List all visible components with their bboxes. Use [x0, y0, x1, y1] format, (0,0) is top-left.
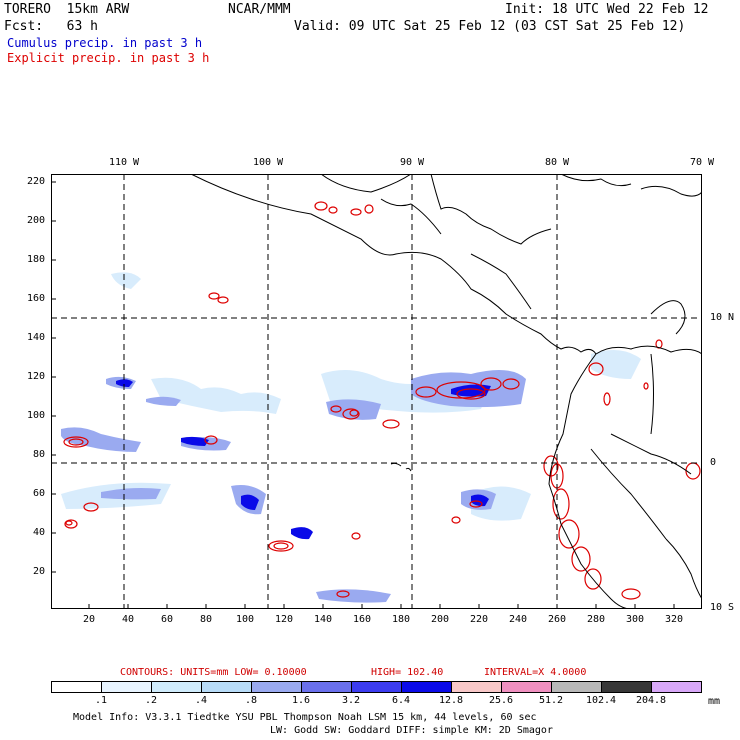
- lon-label-100w: 100 W: [252, 157, 284, 168]
- legend-label: 1.6: [291, 695, 311, 706]
- contours-info: CONTOURS: UNITS=mm LOW= 0.10000: [120, 667, 307, 678]
- x-tick: 300: [625, 614, 645, 625]
- legend-swatch: [651, 681, 702, 693]
- y-tick: 220: [26, 176, 45, 187]
- legend-swatch: [251, 681, 301, 693]
- lon-label-70w: 70 W: [690, 157, 715, 168]
- x-tick: 180: [391, 614, 411, 625]
- legend-swatch: [601, 681, 651, 693]
- x-tick: 140: [313, 614, 333, 625]
- legend-label: 12.8: [438, 695, 464, 706]
- x-tick: 320: [664, 614, 684, 625]
- legend-label: .8: [244, 695, 258, 706]
- x-tick: 240: [508, 614, 528, 625]
- contours-interval: INTERVAL=X 4.0000: [484, 667, 587, 678]
- y-tick: 40: [32, 527, 45, 538]
- y-tick: 20: [32, 566, 45, 577]
- y-tick: 100: [26, 410, 45, 421]
- legend-swatch: [501, 681, 551, 693]
- field-cumulus-label: Cumulus precip. in past 3 h: [7, 36, 203, 50]
- legend-label: 204.8: [635, 695, 667, 706]
- model-info: Model Info: V3.3.1 Tiedtke YSU PBL Thomp…: [73, 712, 537, 723]
- legend-swatch: [551, 681, 601, 693]
- precip-map: [51, 174, 702, 609]
- x-tick: 220: [469, 614, 489, 625]
- valid-time: Valid: 09 UTC Sat 25 Feb 12 (03 CST Sat …: [294, 19, 686, 34]
- x-tick: 160: [352, 614, 372, 625]
- x-tick: 20: [82, 614, 96, 625]
- legend-swatch: [151, 681, 201, 693]
- x-tick: 80: [199, 614, 213, 625]
- legend-swatch: [301, 681, 351, 693]
- legend-label: .2: [144, 695, 158, 706]
- init-time: Init: 18 UTC Wed 22 Feb 12: [505, 2, 709, 17]
- legend-swatch: [351, 681, 401, 693]
- legend-label: .4: [194, 695, 208, 706]
- legend-swatch: [401, 681, 451, 693]
- x-tick: 280: [586, 614, 606, 625]
- lon-label-90w: 90 W: [399, 157, 425, 168]
- x-tick: 260: [547, 614, 567, 625]
- x-tick: 100: [235, 614, 255, 625]
- legend-swatch: [101, 681, 151, 693]
- contours-high: HIGH= 102.40: [371, 667, 444, 678]
- legend-color-bar: [51, 681, 702, 693]
- y-tick: 60: [32, 488, 45, 499]
- model-physics: LW: Godd SW: Goddard DIFF: simple KM: 2D…: [270, 725, 553, 736]
- x-tick: 60: [160, 614, 174, 625]
- model-name: TORERO 15km ARW: [4, 2, 130, 17]
- y-tick: 160: [26, 293, 45, 304]
- y-tick: 180: [26, 254, 45, 265]
- legend-swatch: [201, 681, 251, 693]
- y-tick: 140: [26, 332, 45, 343]
- y-tick: 80: [32, 449, 45, 460]
- field-explicit-label: Explicit precip. in past 3 h: [7, 51, 210, 65]
- lat-lon-grid: [51, 174, 702, 609]
- lon-label-80w: 80 W: [544, 157, 570, 168]
- lat-label-10n: 10 N: [710, 312, 735, 323]
- explicit-precip-contours: [63, 201, 701, 600]
- legend-label: 102.4: [585, 695, 617, 706]
- lat-label-10s: 10 S: [710, 602, 735, 613]
- y-tick: 200: [26, 215, 45, 226]
- x-tick: 200: [430, 614, 450, 625]
- legend-label: .1: [94, 695, 108, 706]
- x-tick: 120: [274, 614, 294, 625]
- legend-swatch: [451, 681, 501, 693]
- x-tick: 40: [121, 614, 135, 625]
- coastlines: [190, 174, 702, 609]
- legend-label: 6.4: [391, 695, 411, 706]
- legend-swatch: [51, 681, 101, 693]
- legend-unit: mm: [708, 696, 721, 707]
- cumulus-precip-heavy: [116, 379, 491, 540]
- forecast-hour: Fcst: 63 h: [4, 19, 98, 34]
- lon-label-110w: 110 W: [108, 157, 140, 168]
- legend-label: 51.2: [538, 695, 564, 706]
- y-tick: 120: [26, 371, 45, 382]
- org-name: NCAR/MMM: [228, 2, 291, 17]
- legend-label: 3.2: [341, 695, 361, 706]
- lat-label-equator: 0: [710, 457, 717, 468]
- legend-label: 25.6: [488, 695, 514, 706]
